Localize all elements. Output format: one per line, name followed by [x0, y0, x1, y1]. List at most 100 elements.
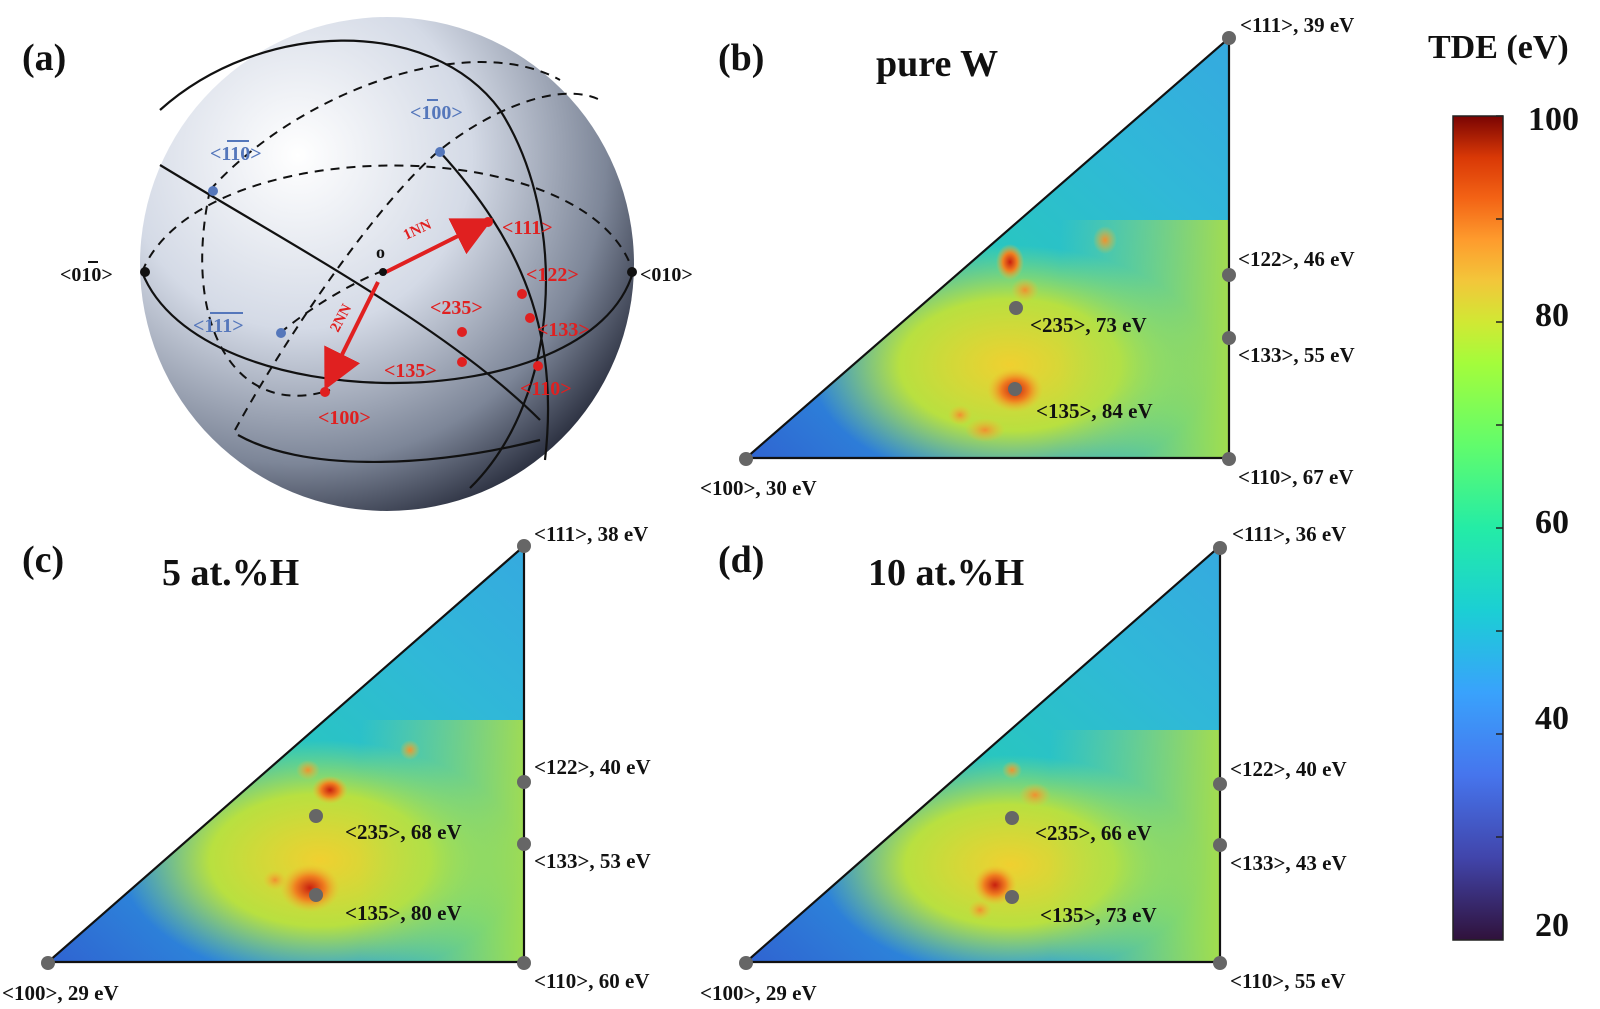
circle-back-1 [209, 61, 561, 191]
panel-a: (a) 1NN 2NN o <100> <110> <111> <0 [22, 17, 693, 511]
point-010 [627, 267, 637, 277]
marker-235 [1009, 301, 1023, 315]
marker-122 [1213, 777, 1227, 791]
panel-b-map [746, 38, 1229, 458]
colorbar-title: TDE (eV) [1428, 29, 1569, 66]
point-235 [457, 327, 467, 337]
label-m111: <111> [193, 315, 244, 337]
panel-c-map [48, 546, 524, 962]
marker-110 [1213, 956, 1227, 970]
marker-133 [517, 837, 531, 851]
arrow-2nn [324, 281, 380, 391]
panel-a-letter: (a) [22, 37, 66, 79]
panel-d-label-133: <133>, 43 eV [1230, 851, 1347, 875]
label-111: <111> [502, 217, 553, 239]
panel-c-label-235: <235>, 68 eV [345, 820, 462, 844]
panel-b-label-133: <133>, 55 eV [1238, 343, 1355, 367]
colorbar-ticks [1496, 115, 1503, 838]
marker-111 [1213, 541, 1227, 555]
equator-front [140, 271, 635, 384]
marker-135 [1008, 382, 1022, 396]
label-010: <010> [640, 264, 693, 286]
marker-235 [309, 809, 323, 823]
marker-100 [41, 956, 55, 970]
panel-d-map [746, 546, 1220, 962]
point-m100 [435, 147, 445, 157]
panel-d: (d) 10 at.%H <111>, 36 eV <122>, 40 eV <… [700, 522, 1347, 1005]
colorbar-tick-80: 80 [1535, 297, 1569, 334]
panel-b-title: pure W [876, 43, 998, 85]
colorbar: TDE (eV) 100 80 60 40 20 [1428, 29, 1579, 944]
panel-c-label-135: <135>, 80 eV [345, 901, 462, 925]
arrow-1nn [385, 218, 494, 274]
panel-b: (b) pure W <111>, 39 eV <122>, 46 eV [700, 13, 1355, 500]
panel-d-letter: (d) [718, 539, 764, 581]
circle-front-1 [159, 39, 548, 489]
point-122 [517, 289, 527, 299]
label-110: <110> [520, 378, 572, 400]
colorbar-tick-20: 20 [1535, 907, 1569, 944]
marker-111 [1222, 31, 1236, 45]
marker-122 [517, 775, 531, 789]
marker-100 [739, 452, 753, 466]
label-m100: <100> [410, 102, 463, 124]
panel-d-label-122: <122>, 40 eV [1230, 757, 1347, 781]
panel-b-label-100: <100>, 30 eV [700, 476, 817, 500]
marker-135 [309, 888, 323, 902]
panel-b-triangle [743, 35, 1231, 460]
panel-c-label-111: <111>, 38 eV [534, 522, 648, 546]
panel-b-letter: (b) [718, 37, 764, 79]
circle-back-2 [201, 189, 331, 397]
equator-back [141, 164, 634, 273]
panel-d-label-111: <111>, 36 eV [1232, 522, 1346, 546]
point-m110 [208, 186, 218, 196]
marker-235 [1005, 811, 1019, 825]
origin-dot [379, 268, 387, 276]
panel-b-markers [739, 31, 1236, 466]
marker-122 [1222, 268, 1236, 282]
panel-b-label-135: <135>, 84 eV [1036, 399, 1153, 423]
colorbar-tick-100: 100 [1528, 101, 1579, 138]
marker-110 [517, 956, 531, 970]
panel-d-title: 10 at.%H [868, 552, 1024, 594]
colorbar-tick-40: 40 [1535, 700, 1569, 737]
panel-d-triangle [743, 543, 1222, 964]
marker-110 [1222, 452, 1236, 466]
panel-d-markers [739, 541, 1227, 970]
point-110 [533, 361, 543, 371]
panel-c-label-110: <110>, 60 eV [534, 969, 650, 993]
label-133: <133> [537, 319, 590, 341]
panel-c: (c) 5 at.%H <111>, 38 eV <122>, 40 eV <1… [2, 522, 651, 1005]
panel-b-label-122: <122>, 46 eV [1238, 247, 1355, 271]
panel-d-label-235: <235>, 66 eV [1035, 821, 1152, 845]
panel-d-label-135: <135>, 73 eV [1040, 903, 1157, 927]
point-133 [525, 313, 535, 323]
circle-back-3 [234, 92, 601, 431]
origin-label: o [376, 242, 385, 262]
marker-133 [1213, 838, 1227, 852]
label-0m10: <010> [60, 264, 113, 286]
panel-c-letter: (c) [22, 539, 64, 581]
label-122: <122> [526, 264, 579, 286]
panel-b-label-110: <110>, 67 eV [1238, 465, 1354, 489]
point-100 [320, 387, 330, 397]
marker-100 [739, 956, 753, 970]
circle-front-4 [439, 151, 550, 461]
panel-c-label-122: <122>, 40 eV [534, 755, 651, 779]
colorbar-scale [1452, 115, 1504, 941]
panel-c-title: 5 at.%H [162, 552, 299, 594]
panel-b-label-111: <111>, 39 eV [1240, 13, 1354, 37]
panel-c-label-100: <100>, 29 eV [2, 981, 119, 1005]
panel-c-label-133: <133>, 53 eV [534, 849, 651, 873]
panel-c-markers [41, 539, 531, 970]
point-135 [457, 357, 467, 367]
label-100: <100> [318, 407, 371, 429]
circle-front-2 [159, 164, 541, 421]
panel-c-triangle [45, 543, 526, 964]
point-m111 [276, 328, 286, 338]
label-235: <235> [430, 297, 483, 319]
circle-back-4 [279, 271, 381, 334]
panel-b-label-235: <235>, 73 eV [1030, 313, 1147, 337]
panel-d-label-110: <110>, 55 eV [1230, 969, 1346, 993]
